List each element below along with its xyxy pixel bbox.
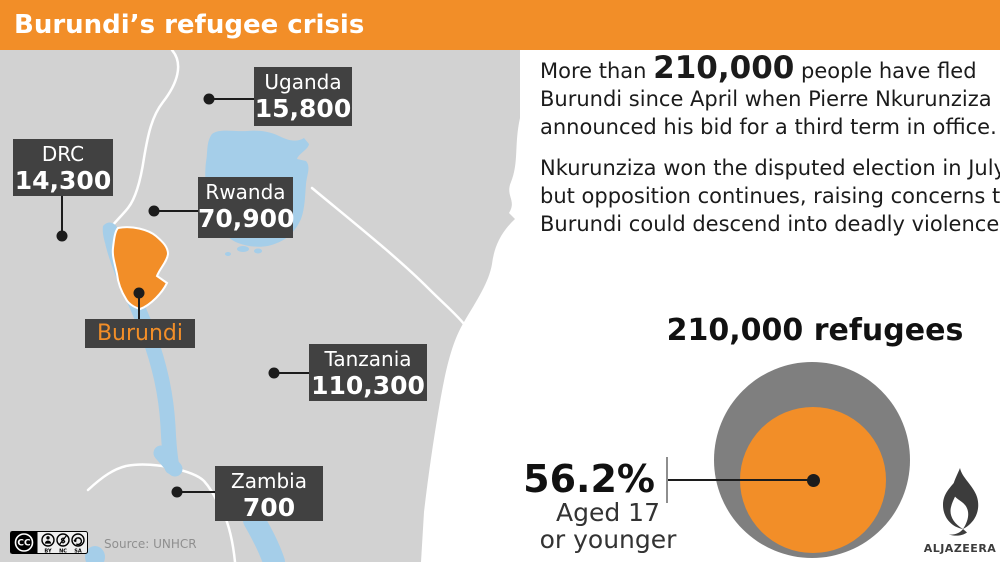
country-name: DRC bbox=[41, 142, 85, 166]
page-title: Burundi’s refugee crisis bbox=[14, 10, 365, 40]
nc-icon: $ NC bbox=[56, 533, 70, 555]
refugee-count: 15,800 bbox=[254, 94, 352, 123]
p1-line2: Burundi since April when Pierre Nkurunzi… bbox=[540, 87, 992, 111]
source-note: Source: UNHCR bbox=[104, 537, 197, 551]
lake-malawi bbox=[243, 509, 285, 562]
map-label-zambia: Zambia 700 bbox=[215, 466, 323, 521]
sa-label: SA bbox=[74, 549, 82, 555]
dot-burundi bbox=[133, 287, 145, 299]
refugee-count: 70,900 bbox=[198, 204, 295, 233]
callout-tick bbox=[666, 457, 668, 503]
p1-line3: announced his bid for a third term in of… bbox=[540, 115, 997, 139]
map-label-rwanda: Rwanda 70,900 bbox=[198, 177, 295, 238]
country-name: Zambia bbox=[231, 469, 307, 493]
p1-line1-rest: people have fled bbox=[794, 59, 977, 83]
p1-line1: More than 210,000 people have fled bbox=[540, 53, 977, 84]
dot-uganda bbox=[203, 93, 215, 105]
header: Burundi’s refugee crisis bbox=[0, 0, 1000, 50]
age-description: Aged 17 or younger bbox=[508, 499, 708, 553]
lake-mweru bbox=[153, 445, 183, 477]
callout-dot bbox=[807, 474, 820, 487]
dot-rwanda bbox=[148, 205, 160, 217]
p2-line2: but opposition continues, raising concer… bbox=[540, 184, 1000, 208]
sa-icon: SA bbox=[71, 533, 85, 555]
refugee-count: 700 bbox=[242, 493, 296, 522]
lake-island bbox=[254, 248, 262, 254]
p2-line3: Burundi could descend into deadly violen… bbox=[540, 212, 1000, 236]
chart-title: 210,000 refugees bbox=[666, 313, 964, 348]
by-icon: BY bbox=[41, 533, 55, 555]
map-panel: Uganda 15,800 DRC 14,300 Rwanda 70,900 T… bbox=[0, 50, 520, 562]
burundi-shape bbox=[111, 226, 170, 311]
cc-label: CC bbox=[17, 539, 31, 549]
country-name: Tanzania bbox=[324, 347, 412, 371]
lake-small bbox=[85, 546, 105, 562]
big-number: 210,000 bbox=[653, 50, 795, 86]
nc-label: NC bbox=[59, 549, 67, 555]
dot-tanzania bbox=[268, 367, 280, 379]
map-label-tanzania: Tanzania 110,300 bbox=[309, 344, 427, 401]
paragraph-2: Nkurunziza won the disputed election in … bbox=[540, 154, 1000, 238]
story-text: More than 210,000 people have fled Burun… bbox=[540, 53, 1000, 238]
age-line2: or younger bbox=[539, 525, 677, 554]
callout-line bbox=[668, 479, 813, 481]
dot-drc bbox=[56, 230, 68, 242]
map-label-burundi: Burundi bbox=[85, 319, 195, 348]
paragraph-1: More than 210,000 people have fled Burun… bbox=[540, 53, 997, 141]
coastline-ocean bbox=[421, 118, 520, 562]
cc-license-badge: CC BY $ NC SA bbox=[10, 531, 88, 558]
country-name: Rwanda bbox=[205, 180, 286, 204]
p2-line1: Nkurunziza won the disputed election in … bbox=[540, 156, 1000, 180]
age-line1: Aged 17 bbox=[556, 498, 660, 527]
map-label-drc: DRC 14,300 bbox=[13, 139, 113, 196]
refugee-count: 14,300 bbox=[14, 166, 112, 195]
refugee-count: 110,300 bbox=[311, 371, 425, 400]
cc-license-icons: CC BY $ NC SA bbox=[10, 531, 88, 555]
lake-island bbox=[225, 252, 231, 256]
leader-lines bbox=[61, 98, 311, 493]
aljazeera-logo-icon bbox=[943, 468, 979, 536]
by-label: BY bbox=[44, 549, 52, 555]
aljazeera-logo: ALJAZEERA bbox=[922, 466, 998, 555]
country-name: Uganda bbox=[264, 70, 342, 94]
p1-prefix: More than bbox=[540, 59, 654, 83]
border-kenya-tanzania bbox=[310, 186, 466, 326]
dot-zambia bbox=[171, 486, 183, 498]
map-label-uganda: Uganda 15,800 bbox=[254, 67, 352, 126]
aljazeera-wordmark: ALJAZEERA bbox=[923, 542, 997, 555]
marker-dots bbox=[56, 93, 280, 498]
border-drc bbox=[104, 50, 180, 238]
lake-island bbox=[237, 246, 249, 252]
percent-label: 56.2% bbox=[523, 457, 655, 501]
